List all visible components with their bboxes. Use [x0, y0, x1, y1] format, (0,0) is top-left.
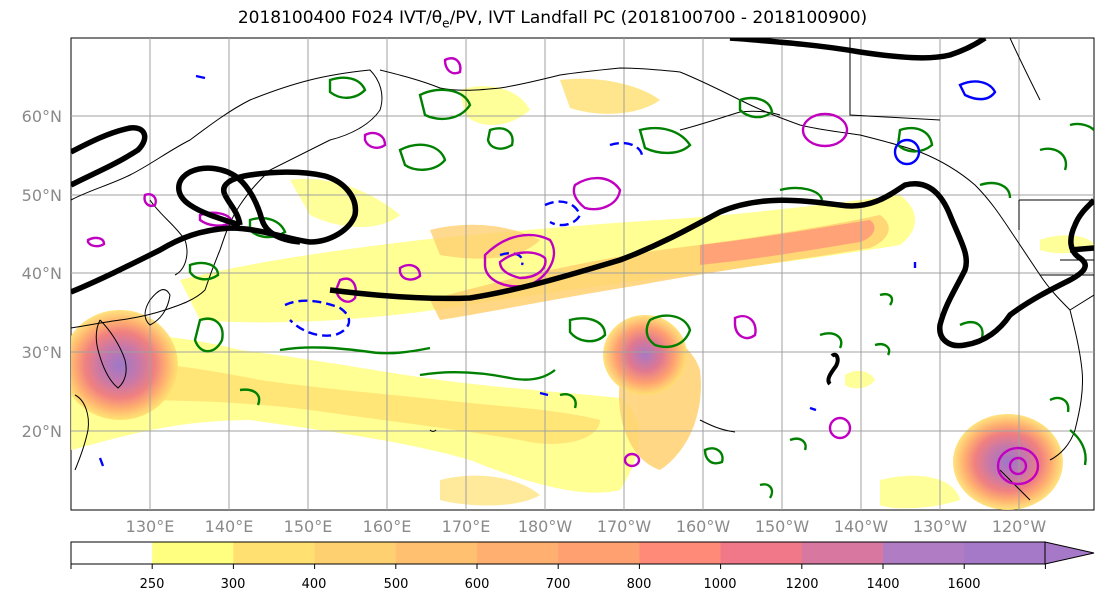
- colorbar-segment: [801, 542, 884, 564]
- graticule: [71, 38, 1094, 510]
- longitude-labels: 130°E 140°E 150°E 160°E 170°E 180°W 170°…: [126, 517, 1047, 536]
- lon-label-150w: 150°W: [755, 517, 810, 536]
- map-title: 2018100400 F024 IVT/θe/PV, IVT Landfall …: [237, 8, 868, 31]
- colorbar-segment: [883, 542, 965, 564]
- colorbar-segment: [314, 542, 397, 564]
- colorbar-labels: 250 300 400 500 600 700 800 1000 1200 14…: [140, 577, 981, 592]
- colorbar: 250 300 400 500 600 700 800 1000 1200 14…: [70, 541, 1095, 592]
- lat-label-50n: 50°N: [22, 186, 62, 205]
- colorbar-label-500: 500: [384, 577, 409, 592]
- lon-label-150e: 150°E: [284, 517, 333, 536]
- colorbar-label-250: 250: [140, 577, 165, 592]
- lon-label-130w: 130°W: [913, 517, 968, 536]
- pv-negative-contours: [98, 74, 997, 467]
- colorbar-extend-arrow: [1044, 541, 1095, 565]
- lon-label-120w: 120°W: [992, 517, 1047, 536]
- colorbar-label-800: 800: [627, 577, 652, 592]
- colorbar-segment: [152, 542, 234, 564]
- colorbar-segment: [639, 542, 722, 564]
- colorbar-segment: [71, 542, 153, 564]
- latitude-labels: 60°N 50°N 40°N 30°N 20°N: [22, 107, 62, 441]
- colorbar-label-1000: 1000: [703, 577, 736, 592]
- colorbar-label-600: 600: [465, 577, 490, 592]
- colorbar-ticks: [70, 564, 1046, 569]
- colorbar-label-1600: 1600: [947, 577, 980, 592]
- lon-label-160e: 160°E: [363, 517, 412, 536]
- lat-label-30n: 30°N: [22, 343, 62, 362]
- colorbar-segment: [233, 542, 316, 564]
- lon-label-170w: 170°W: [597, 517, 652, 536]
- lat-label-20n: 20°N: [22, 422, 62, 441]
- colorbar-segment: [477, 542, 559, 564]
- colorbar-segment: [395, 542, 478, 564]
- lon-label-180w: 180°W: [518, 517, 573, 536]
- colorbar-segment: [558, 542, 640, 564]
- lon-label-160w: 160°W: [676, 517, 731, 536]
- colorbar-segment: [720, 542, 803, 564]
- lat-label-40n: 40°N: [22, 264, 62, 283]
- colorbar-label-700: 700: [546, 577, 571, 592]
- colorbar-label-300: 300: [221, 577, 246, 592]
- lon-label-130e: 130°E: [126, 517, 175, 536]
- colorbar-label-1400: 1400: [866, 577, 899, 592]
- colorbar-label-1200: 1200: [785, 577, 818, 592]
- landfall-pc-contours: [71, 38, 1094, 386]
- lat-label-60n: 60°N: [22, 107, 62, 126]
- pv-positive-contours: [86, 57, 1040, 486]
- theta-e-contours: [188, 76, 1094, 499]
- lon-label-170e: 170°E: [442, 517, 491, 536]
- colorbar-segments: [71, 542, 1046, 564]
- colorbar-segment: [964, 542, 1046, 564]
- colorbar-label-400: 400: [302, 577, 327, 592]
- ivt-fill-layer: [71, 78, 1094, 510]
- lon-label-140w: 140°W: [834, 517, 889, 536]
- lon-label-140e: 140°E: [205, 517, 254, 536]
